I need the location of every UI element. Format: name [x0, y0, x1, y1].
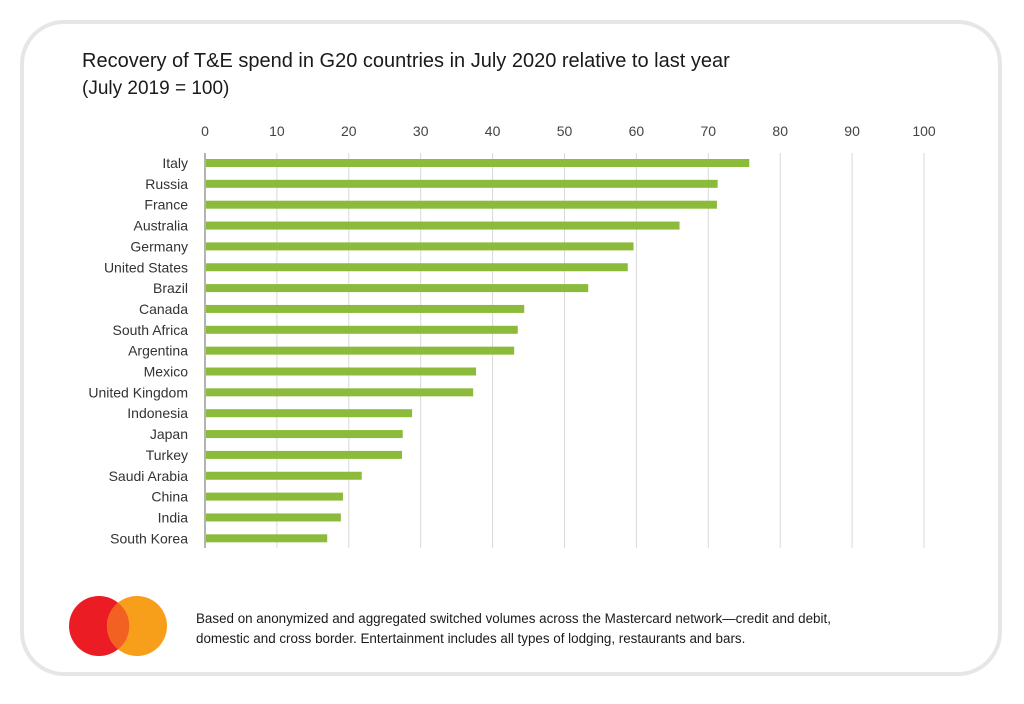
bar-south-korea: [206, 534, 328, 543]
category-label: France: [144, 197, 188, 213]
x-tick-label: 80: [772, 123, 788, 139]
category-label: South Africa: [113, 322, 189, 338]
category-label: United Kingdom: [88, 384, 188, 400]
category-label: United States: [104, 259, 188, 275]
x-tick-label: 10: [269, 123, 285, 139]
chart-subtitle: (July 2019 = 100): [82, 78, 230, 99]
x-tick-label: 90: [844, 123, 860, 139]
bar-india: [206, 513, 341, 522]
bar-italy: [206, 159, 750, 167]
bar-mexico: [206, 367, 477, 376]
x-tick-label: 70: [701, 123, 717, 139]
bar-france: [206, 200, 717, 209]
bar-germany: [206, 242, 634, 251]
category-label: Mexico: [144, 364, 189, 380]
mastercard-overlap: [106, 602, 130, 650]
x-tick-label: 0: [201, 123, 209, 139]
category-label: India: [158, 509, 189, 525]
x-tick-label: 20: [341, 123, 357, 139]
x-tick-label: 40: [485, 123, 501, 139]
bar-china: [206, 492, 344, 501]
bars: [206, 159, 750, 543]
category-label: Brazil: [153, 280, 188, 296]
x-tick-label: 100: [912, 123, 936, 139]
footnote-line-2: domestic and cross border. Entertainment…: [196, 631, 746, 646]
category-labels: Italy Russia France Australia Germany United …: [88, 155, 188, 546]
bar-japan: [206, 430, 403, 439]
category-label: Japan: [150, 426, 188, 442]
chart-title: Recovery of T&E spend in G20 countries i…: [82, 50, 730, 72]
bar-indonesia: [206, 409, 413, 418]
bar-united-kingdom: [206, 388, 474, 397]
category-label: Germany: [130, 238, 188, 254]
x-tick-labels: 0 10 20 30 40 50 60 70 80 90 100: [201, 123, 936, 139]
bar-turkey: [206, 450, 403, 459]
category-label: China: [151, 489, 188, 505]
x-tick-label: 30: [413, 123, 429, 139]
bar-united-states: [206, 263, 628, 272]
bar-argentina: [206, 346, 515, 355]
footnote: Based on anonymized and aggregated switc…: [196, 609, 996, 649]
x-tick-label: 60: [629, 123, 645, 139]
category-label: Indonesia: [127, 405, 188, 421]
bar-russia: [206, 179, 718, 188]
category-label: Argentina: [128, 343, 188, 359]
bar-australia: [206, 221, 680, 230]
category-label: South Korea: [110, 530, 188, 546]
category-label: Russia: [145, 176, 188, 192]
category-label: Australia: [134, 218, 189, 234]
bar-canada: [206, 304, 525, 313]
bar-south-africa: [206, 325, 518, 334]
category-label: Italy: [162, 155, 188, 171]
x-tick-label: 50: [557, 123, 573, 139]
category-label: Turkey: [146, 447, 188, 463]
bar-saudi-arabia: [206, 471, 362, 480]
mastercard-logo: [69, 596, 167, 656]
category-label: Canada: [139, 301, 188, 317]
category-label: Saudi Arabia: [109, 468, 189, 484]
footnote-line-1: Based on anonymized and aggregated switc…: [196, 611, 831, 626]
bar-brazil: [206, 284, 589, 293]
